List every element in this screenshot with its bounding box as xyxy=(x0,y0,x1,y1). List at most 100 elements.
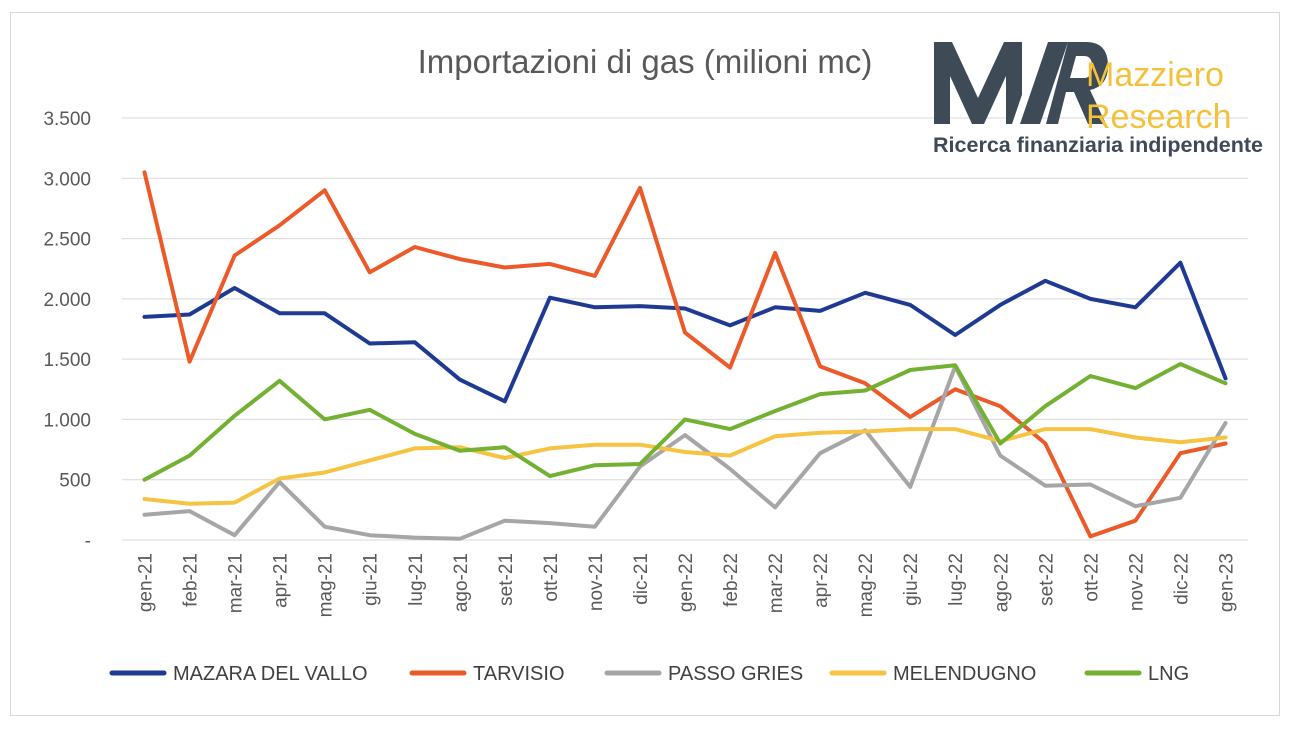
data-point xyxy=(638,304,642,308)
data-point xyxy=(1133,305,1137,309)
legend-label: LNG xyxy=(1148,663,1189,685)
data-point xyxy=(953,427,957,431)
x-tick-label: giu-21 xyxy=(361,553,382,606)
data-point xyxy=(1088,297,1092,301)
data-point xyxy=(1223,376,1228,380)
data-point xyxy=(188,360,192,364)
data-point xyxy=(908,415,912,419)
x-tick-label: feb-21 xyxy=(181,553,202,607)
data-point xyxy=(728,467,732,471)
data-point xyxy=(503,399,507,403)
x-tick-label: nov-21 xyxy=(586,553,607,611)
data-point xyxy=(233,286,237,290)
data-point xyxy=(1043,441,1047,446)
data-point xyxy=(953,363,957,367)
data-point xyxy=(413,432,417,436)
data-point xyxy=(1088,374,1092,378)
data-point xyxy=(593,525,597,529)
chart-frame xyxy=(10,12,1280,716)
data-point xyxy=(593,305,597,309)
data-point xyxy=(1223,435,1228,440)
data-point xyxy=(593,463,597,467)
series-line-tarvisio xyxy=(142,170,1228,539)
data-point xyxy=(278,223,282,227)
series-lines xyxy=(142,170,1228,541)
x-tick-label: set-22 xyxy=(1036,553,1057,606)
x-tick-label: lug-22 xyxy=(946,553,967,606)
data-point xyxy=(908,303,912,307)
chart-title: Importazioni di gas (milioni mc) xyxy=(418,43,873,80)
data-point xyxy=(908,368,912,372)
data-point xyxy=(1178,451,1182,455)
data-point xyxy=(773,505,777,509)
data-point xyxy=(1133,386,1137,390)
x-tick-label: mag-22 xyxy=(856,553,877,617)
data-point xyxy=(368,341,372,346)
data-point xyxy=(413,245,417,249)
data-point xyxy=(638,186,642,190)
logo-monogram xyxy=(934,42,1108,124)
data-point xyxy=(323,417,327,421)
data-point xyxy=(503,456,507,460)
data-point xyxy=(1088,427,1092,431)
data-point xyxy=(548,296,552,300)
data-point xyxy=(728,454,732,458)
data-point xyxy=(1133,435,1137,440)
data-point xyxy=(863,381,867,385)
data-point xyxy=(818,364,822,368)
data-point xyxy=(278,311,282,315)
data-point xyxy=(233,533,237,537)
data-point xyxy=(1043,484,1047,488)
data-point xyxy=(1043,279,1047,283)
data-point xyxy=(728,366,732,370)
data-point xyxy=(413,536,417,540)
data-point xyxy=(998,404,1002,408)
x-tick-label: ott-21 xyxy=(541,553,562,602)
y-tick-label: 3.500 xyxy=(43,109,91,130)
data-point xyxy=(368,270,372,274)
y-axis-ticks: - 500 1.000 1.500 2.000 2.500 3.000 3.500 xyxy=(43,109,91,552)
data-point xyxy=(1133,504,1137,508)
data-point xyxy=(142,315,147,319)
x-axis-ticks: gen-21 feb-21 mar-21 apr-21 mag-21 giu-21 lug-… xyxy=(136,553,1238,617)
x-tick-label: gen-21 xyxy=(136,553,157,612)
data-point xyxy=(142,513,147,517)
data-point xyxy=(773,305,777,309)
data-point xyxy=(1133,519,1137,523)
data-point xyxy=(548,446,552,450)
legend-label: MAZARA DEL VALLO xyxy=(173,663,368,685)
x-tick-label: mag-21 xyxy=(316,553,337,617)
logo: Mazziero Research Ricerca finanziaria in… xyxy=(933,42,1263,157)
x-tick-label: mar-22 xyxy=(766,553,787,613)
legend-label: TARVISIO xyxy=(473,663,565,685)
y-tick-label: 500 xyxy=(59,471,91,492)
data-point xyxy=(323,188,327,192)
x-tick-label: lug-21 xyxy=(406,553,427,606)
data-point xyxy=(278,480,282,484)
data-point xyxy=(1043,427,1047,431)
legend: MAZARA DEL VALLO TARVISIO PASSO GRIES MELEN… xyxy=(109,663,1189,685)
data-point xyxy=(638,462,642,466)
data-point xyxy=(368,533,372,537)
data-point xyxy=(998,441,1002,446)
data-point xyxy=(368,408,372,412)
series-line-lng xyxy=(142,362,1228,482)
data-point xyxy=(953,333,957,337)
x-tick-label: mar-21 xyxy=(226,553,247,613)
data-point xyxy=(188,312,192,317)
data-point xyxy=(998,303,1002,307)
data-point xyxy=(233,253,237,258)
data-point xyxy=(728,323,732,327)
data-point xyxy=(773,251,777,255)
data-point xyxy=(683,417,687,421)
x-tick-label: dic-21 xyxy=(631,553,652,605)
data-point xyxy=(458,257,462,261)
data-point xyxy=(1223,421,1228,425)
x-tick-label: feb-22 xyxy=(721,553,742,607)
data-point xyxy=(638,443,642,447)
y-tick-label: 3.000 xyxy=(43,169,91,190)
data-point xyxy=(818,392,822,396)
data-point xyxy=(1178,440,1182,444)
x-tick-label: set-21 xyxy=(496,553,517,606)
